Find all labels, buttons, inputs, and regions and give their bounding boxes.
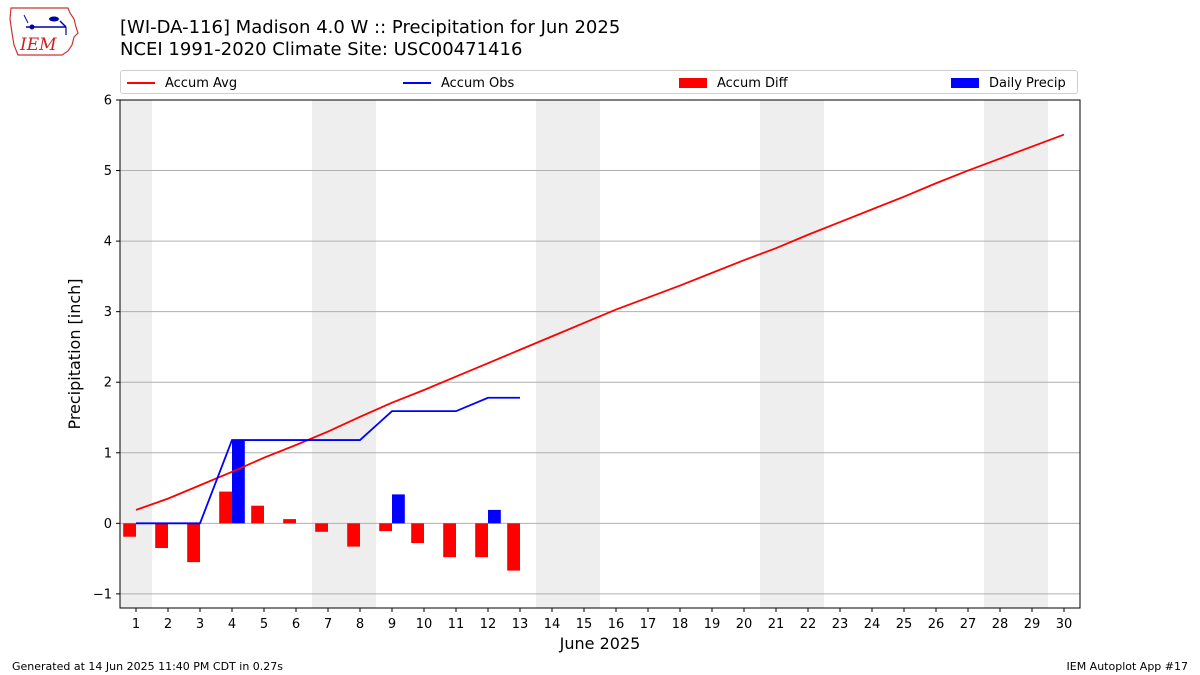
x-tick-label: 19 [704, 617, 721, 632]
legend: Accum Avg Accum Obs Accum Diff Daily Precip [120, 70, 1078, 94]
accum-diff-bar [475, 523, 488, 558]
y-tick-label: 2 [104, 376, 112, 391]
x-tick-label: 11 [448, 617, 465, 632]
accum-diff-bar [123, 523, 136, 537]
chart-title: [WI-DA-116] Madison 4.0 W :: Precipitati… [120, 17, 621, 38]
accum-diff-bar [283, 519, 296, 524]
x-tick-label: 4 [228, 617, 236, 632]
x-tick-label: 1 [132, 617, 140, 632]
x-axis-label: June 2025 [559, 634, 641, 653]
x-tick-label: 26 [928, 617, 945, 632]
weekend-shade [568, 100, 600, 608]
legend-swatch [403, 82, 431, 84]
x-tick-label: 27 [960, 617, 977, 632]
weekend-shade [984, 100, 1016, 608]
x-tick-label: 13 [512, 617, 529, 632]
daily-precip-bar [488, 509, 501, 524]
x-tick-label: 6 [292, 617, 300, 632]
weekend-shade [1016, 100, 1048, 608]
legend-item-accum-diff: Accum Diff [679, 74, 788, 92]
x-tick-label: 30 [1056, 617, 1073, 632]
legend-swatch [951, 78, 979, 88]
x-tick-label: 12 [480, 617, 497, 632]
legend-label: Daily Precip [989, 75, 1066, 91]
x-tick-label: 28 [992, 617, 1009, 632]
x-tick-label: 24 [864, 617, 881, 632]
accum-diff-bar [507, 523, 520, 571]
autoplot-app-label: IEM Autoplot App #17 [1066, 660, 1189, 673]
x-tick-label: 3 [196, 617, 204, 632]
x-tick-label: 29 [1024, 617, 1041, 632]
y-tick-label: 1 [104, 446, 112, 461]
weekend-shade [792, 100, 824, 608]
x-tick-label: 14 [544, 617, 561, 632]
y-tick-label: −1 [93, 587, 112, 602]
chart-subtitle: NCEI 1991-2020 Climate Site: USC00471416 [120, 39, 523, 60]
x-tick-label: 2 [164, 617, 172, 632]
legend-swatch [679, 78, 707, 88]
logo-text: IEM [19, 35, 57, 55]
y-axis-label: Precipitation [inch] [65, 278, 84, 429]
accum-diff-bar [347, 523, 360, 547]
x-tick-label: 20 [736, 617, 753, 632]
accum-diff-bar [251, 505, 264, 524]
x-tick-label: 7 [324, 617, 332, 632]
y-tick-label: 4 [104, 235, 112, 250]
y-tick-label: 6 [104, 94, 112, 109]
y-tick-label: 5 [104, 164, 112, 179]
x-tick-label: 25 [896, 617, 913, 632]
daily-precip-bar [232, 440, 245, 524]
x-tick-label: 17 [640, 617, 657, 632]
legend-swatch [127, 82, 155, 84]
plot-frame [119, 99, 1081, 609]
x-tick-label: 23 [832, 617, 849, 632]
accum-diff-bar [411, 523, 424, 544]
accum-diff-bar [315, 523, 328, 532]
daily-precip-bar [392, 494, 405, 524]
legend-label: Accum Obs [441, 75, 515, 91]
legend-item-accum-avg: Accum Avg [127, 74, 237, 92]
x-tick-label: 9 [388, 617, 396, 632]
legend-item-accum-obs: Accum Obs [403, 74, 514, 92]
x-tick-label: 15 [576, 617, 593, 632]
legend-item-daily-precip: Daily Precip [951, 74, 1066, 92]
accum-avg-line [135, 133, 1065, 511]
weekend-shade [536, 100, 568, 608]
iem-logo: IEM [8, 5, 82, 63]
accum-obs-line [136, 396, 520, 525]
y-tick-label: 3 [104, 305, 112, 320]
x-tick-label: 10 [416, 617, 433, 632]
accum-diff-bar [379, 523, 392, 532]
legend-label: Accum Avg [165, 75, 238, 91]
accum-diff-bar [155, 523, 168, 549]
x-tick-label: 8 [356, 617, 364, 632]
x-tick-label: 5 [260, 617, 268, 632]
accum-diff-bar [219, 491, 232, 524]
accum-diff-bar [187, 523, 200, 563]
legend-label: Accum Diff [717, 75, 788, 91]
x-tick-label: 22 [800, 617, 817, 632]
weekend-shade [760, 100, 792, 608]
x-tick-label: 21 [768, 617, 785, 632]
accum-diff-bar [443, 523, 456, 558]
generated-timestamp: Generated at 14 Jun 2025 11:40 PM CDT in… [12, 660, 284, 673]
x-tick-label: 18 [672, 617, 689, 632]
y-tick-label: 0 [104, 517, 112, 532]
x-tick-label: 16 [608, 617, 625, 632]
